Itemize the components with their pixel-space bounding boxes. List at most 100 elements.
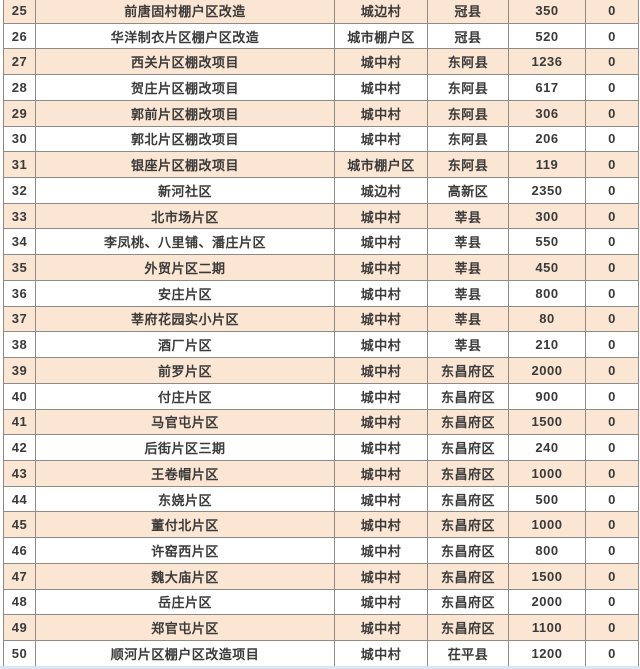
county-cell: 东阿县 <box>428 49 509 76</box>
row-number-cell: 48 <box>4 589 36 616</box>
row-number-cell: 38 <box>4 332 36 359</box>
county-cell: 莘县 <box>428 280 509 307</box>
value-cell: 0 <box>586 178 639 204</box>
project-name-cell: 马官屯片区 <box>36 409 335 436</box>
value-cell: 0 <box>586 0 639 24</box>
table-row: 43 王卷帽片区 城中村 东昌府区 1000 0 <box>4 460 639 487</box>
type-cell: 城边村 <box>335 178 428 204</box>
type-cell: 城中村 <box>335 563 428 590</box>
table-row: 37 莘府花园实小片区 城中村 莘县 80 0 <box>4 306 639 333</box>
value-cell: 0 <box>586 255 639 281</box>
county-cell: 东昌府区 <box>428 409 509 436</box>
value-cell: 0 <box>586 229 639 256</box>
table-row: 42 后街片区三期 城中村 东昌府区 240 0 <box>4 435 639 461</box>
units-count-cell: 1200 <box>509 640 586 667</box>
table-row: 41 马官屯片区 城中村 东昌府区 1500 0 <box>4 409 639 436</box>
project-name-cell: 付庄片区 <box>36 383 335 410</box>
row-number-cell: 31 <box>4 152 36 179</box>
project-name-cell: 顺河片区棚户区改造项目 <box>36 640 335 667</box>
project-name-cell: 后街片区三期 <box>36 435 335 461</box>
value-cell: 0 <box>586 383 639 410</box>
units-count-cell: 520 <box>509 23 586 50</box>
type-cell: 城中村 <box>335 229 428 256</box>
row-number-cell: 29 <box>4 100 36 127</box>
units-count-cell: 450 <box>509 255 586 281</box>
units-count-cell: 800 <box>509 538 586 564</box>
row-number-cell: 40 <box>4 383 36 410</box>
row-number-cell: 46 <box>4 538 36 564</box>
project-name-cell: 郭前片区棚改项目 <box>36 100 335 127</box>
project-name-cell: 酒厂片区 <box>36 332 335 359</box>
table-row: 31 银座片区棚改项目 城市棚户区 东阿县 119 0 <box>4 152 639 179</box>
type-cell: 城中村 <box>335 280 428 307</box>
table-row: 25 前唐固村棚户区改造 城边村 冠县 350 0 <box>4 0 639 24</box>
table-row: 34 李凤桃、八里铺、潘庄片区 城中村 莘县 550 0 <box>4 229 639 256</box>
project-name-cell: 岳庄片区 <box>36 589 335 616</box>
project-name-cell: 外贸片区二期 <box>36 255 335 281</box>
row-number-cell: 32 <box>4 178 36 204</box>
county-cell: 东阿县 <box>428 126 509 153</box>
table-row: 27 西关片区棚改项目 城中村 东阿县 1236 0 <box>4 49 639 76</box>
project-name-cell: 北市场片区 <box>36 203 335 230</box>
type-cell: 城市棚户区 <box>335 152 428 179</box>
table-row: 28 贺庄片区棚改项目 城中村 东阿县 617 0 <box>4 75 639 101</box>
table-row: 47 魏大庙片区 城中村 东昌府区 1500 0 <box>4 563 639 590</box>
table-row: 30 郭北片区棚改项目 城中村 东阿县 206 0 <box>4 126 639 153</box>
county-cell: 东昌府区 <box>428 460 509 487</box>
table-row: 38 酒厂片区 城中村 莘县 210 0 <box>4 332 639 359</box>
row-number-cell: 45 <box>4 512 36 539</box>
row-number-cell: 35 <box>4 255 36 281</box>
project-name-cell: 前罗片区 <box>36 358 335 384</box>
project-name-cell: 华洋制衣片区棚户区改造 <box>36 23 335 50</box>
type-cell: 城中村 <box>335 460 428 487</box>
type-cell: 城中村 <box>335 332 428 359</box>
units-count-cell: 2350 <box>509 178 586 204</box>
units-count-cell: 1000 <box>509 460 586 487</box>
value-cell: 0 <box>586 409 639 436</box>
row-number-cell: 25 <box>4 0 36 24</box>
county-cell: 高新区 <box>428 178 509 204</box>
project-name-cell: 李凤桃、八里铺、潘庄片区 <box>36 229 335 256</box>
type-cell: 城中村 <box>335 255 428 281</box>
value-cell: 0 <box>586 152 639 179</box>
value-cell: 0 <box>586 203 639 230</box>
value-cell: 0 <box>586 332 639 359</box>
value-cell: 0 <box>586 75 639 101</box>
county-cell: 莘县 <box>428 229 509 256</box>
county-cell: 东阿县 <box>428 152 509 179</box>
project-name-cell: 东娆片区 <box>36 486 335 513</box>
units-count-cell: 617 <box>509 75 586 101</box>
project-name-cell: 董付北片区 <box>36 512 335 539</box>
county-cell: 东昌府区 <box>428 615 509 641</box>
value-cell: 0 <box>586 589 639 616</box>
table-row: 46 许窑西片区 城中村 东昌府区 800 0 <box>4 538 639 564</box>
value-cell: 0 <box>586 358 639 384</box>
row-number-cell: 39 <box>4 358 36 384</box>
row-number-cell: 34 <box>4 229 36 256</box>
table-row: 29 郭前片区棚改项目 城中村 东阿县 306 0 <box>4 100 639 127</box>
county-cell: 冠县 <box>428 23 509 50</box>
project-name-cell: 前唐固村棚户区改造 <box>36 0 335 24</box>
type-cell: 城中村 <box>335 538 428 564</box>
units-count-cell: 119 <box>509 152 586 179</box>
county-cell: 莘县 <box>428 332 509 359</box>
units-count-cell: 800 <box>509 280 586 307</box>
value-cell: 0 <box>586 280 639 307</box>
units-count-cell: 1000 <box>509 512 586 539</box>
county-cell: 东昌府区 <box>428 538 509 564</box>
projects-table: 25 前唐固村棚户区改造 城边村 冠县 350 0 26 华洋制衣片区棚户区改造 城市棚户区 冠县… <box>3 0 639 667</box>
units-count-cell: 550 <box>509 229 586 256</box>
project-name-cell: 西关片区棚改项目 <box>36 49 335 76</box>
units-count-cell: 1500 <box>509 563 586 590</box>
type-cell: 城中村 <box>335 358 428 384</box>
project-name-cell: 郑官屯片区 <box>36 615 335 641</box>
table-row: 32 新河社区 城边村 高新区 2350 0 <box>4 178 639 204</box>
table-row: 36 安庄片区 城中村 莘县 800 0 <box>4 280 639 307</box>
type-cell: 城中村 <box>335 615 428 641</box>
value-cell: 0 <box>586 100 639 127</box>
type-cell: 城中村 <box>335 383 428 410</box>
county-cell: 莘县 <box>428 203 509 230</box>
county-cell: 东昌府区 <box>428 589 509 616</box>
units-count-cell: 1500 <box>509 409 586 436</box>
